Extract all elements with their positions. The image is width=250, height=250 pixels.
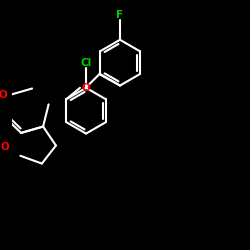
Text: F: F: [116, 10, 123, 20]
Text: O: O: [0, 90, 7, 100]
Text: O: O: [0, 142, 9, 152]
Text: O: O: [82, 83, 90, 93]
Text: Cl: Cl: [80, 58, 92, 68]
